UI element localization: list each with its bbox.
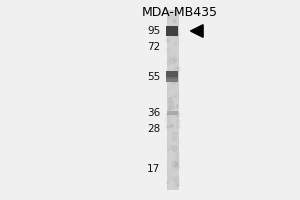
Polygon shape: [190, 25, 203, 37]
Text: 36: 36: [147, 108, 161, 118]
Bar: [167, 71, 178, 79]
Bar: [167, 76, 178, 82]
Text: 95: 95: [147, 26, 161, 36]
Bar: [167, 111, 178, 115]
Text: 28: 28: [147, 124, 161, 134]
Text: 72: 72: [147, 42, 161, 52]
Text: 55: 55: [147, 72, 161, 82]
Bar: [167, 26, 178, 36]
Text: MDA-MB435: MDA-MB435: [142, 6, 218, 19]
Text: 17: 17: [147, 164, 161, 174]
Bar: [167, 10, 178, 190]
